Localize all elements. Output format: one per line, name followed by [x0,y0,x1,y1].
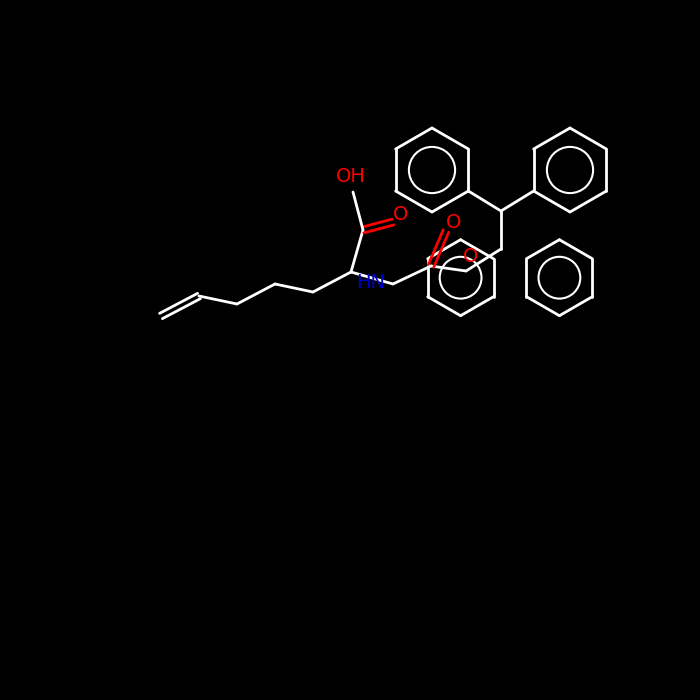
Text: O: O [393,206,409,225]
Text: OH: OH [336,167,366,186]
Text: HN: HN [356,272,386,291]
Text: O: O [447,214,462,232]
Text: O: O [463,248,479,267]
